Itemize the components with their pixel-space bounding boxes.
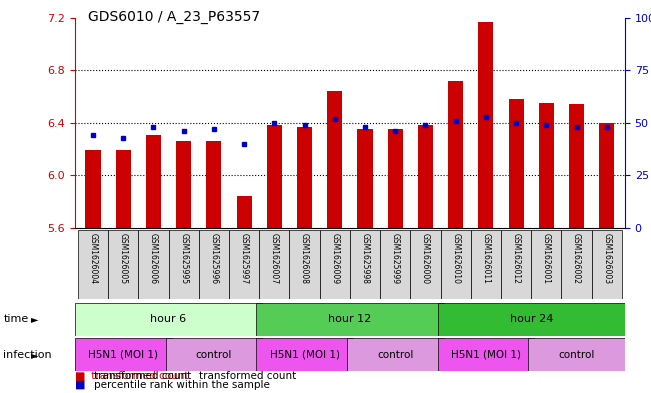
Bar	[357, 129, 372, 228]
Bar	[138, 230, 169, 299]
Text: transformed count: transformed count	[94, 371, 191, 381]
Bar	[478, 22, 493, 228]
Text: control: control	[196, 350, 232, 360]
Text: GSM1626003: GSM1626003	[602, 233, 611, 285]
Text: GSM1626002: GSM1626002	[572, 233, 581, 285]
Text: hour 12: hour 12	[328, 314, 372, 324]
Bar	[75, 303, 262, 336]
Bar	[561, 230, 592, 299]
Bar	[350, 230, 380, 299]
Bar	[531, 230, 561, 299]
Text: GSM1625998: GSM1625998	[361, 233, 370, 285]
Text: percentile rank within the sample: percentile rank within the sample	[94, 380, 270, 390]
Bar	[471, 230, 501, 299]
Text: GSM1626000: GSM1626000	[421, 233, 430, 285]
Text: GSM1626011: GSM1626011	[482, 233, 490, 284]
Text: GSM1625996: GSM1625996	[210, 233, 218, 285]
Text: ■: ■	[75, 371, 85, 381]
Bar	[508, 99, 523, 228]
Bar	[448, 81, 464, 228]
Bar	[206, 141, 221, 228]
Text: GSM1626008: GSM1626008	[300, 233, 309, 285]
Text: infection: infection	[3, 350, 52, 360]
Bar	[528, 338, 625, 371]
Bar	[539, 103, 554, 228]
Bar	[116, 151, 131, 228]
Text: H5N1 (MOI 1): H5N1 (MOI 1)	[451, 350, 521, 360]
Text: ■  transformed count: ■ transformed count	[75, 371, 188, 381]
Bar	[437, 338, 534, 371]
Text: hour 24: hour 24	[510, 314, 553, 324]
Text: GSM1626009: GSM1626009	[330, 233, 339, 285]
Bar	[592, 230, 622, 299]
Bar	[169, 230, 199, 299]
Bar	[78, 230, 108, 299]
Text: GSM1626010: GSM1626010	[451, 233, 460, 285]
Text: transformed count: transformed count	[199, 371, 296, 381]
Bar	[176, 141, 191, 228]
Text: GSM1625997: GSM1625997	[240, 233, 249, 285]
Text: hour 6: hour 6	[150, 314, 187, 324]
Bar	[85, 151, 100, 228]
Bar	[327, 91, 342, 228]
Bar	[199, 230, 229, 299]
Text: GSM1626004: GSM1626004	[89, 233, 98, 285]
Text: GSM1626001: GSM1626001	[542, 233, 551, 285]
Bar	[437, 303, 625, 336]
Text: H5N1 (MOI 1): H5N1 (MOI 1)	[270, 350, 340, 360]
Bar	[75, 338, 172, 371]
Bar	[267, 125, 282, 228]
Bar	[165, 338, 262, 371]
Bar	[410, 230, 441, 299]
Bar	[256, 338, 353, 371]
Bar	[418, 125, 433, 228]
Text: ■: ■	[75, 380, 85, 390]
Text: GSM1625995: GSM1625995	[179, 233, 188, 285]
Text: ►: ►	[31, 314, 39, 324]
Bar	[108, 230, 138, 299]
Text: control: control	[559, 350, 595, 360]
Bar	[600, 123, 615, 228]
Bar	[290, 230, 320, 299]
Bar	[441, 230, 471, 299]
Text: H5N1 (MOI 1): H5N1 (MOI 1)	[89, 350, 158, 360]
Text: ►: ►	[31, 350, 39, 360]
Bar	[229, 230, 259, 299]
Bar	[501, 230, 531, 299]
Bar	[259, 230, 290, 299]
Text: control: control	[377, 350, 413, 360]
Text: GSM1626005: GSM1626005	[118, 233, 128, 285]
Bar	[320, 230, 350, 299]
Text: GDS6010 / A_23_P63557: GDS6010 / A_23_P63557	[88, 10, 260, 24]
Text: GSM1626007: GSM1626007	[270, 233, 279, 285]
Text: GSM1626006: GSM1626006	[149, 233, 158, 285]
Text: GSM1625999: GSM1625999	[391, 233, 400, 285]
Bar	[388, 129, 403, 228]
Bar	[146, 135, 161, 228]
Bar	[569, 105, 584, 228]
Text: time: time	[3, 314, 29, 324]
Bar	[297, 127, 312, 228]
Bar	[236, 196, 252, 228]
Bar	[380, 230, 410, 299]
Bar	[256, 303, 443, 336]
Text: GSM1626012: GSM1626012	[512, 233, 521, 284]
Bar	[347, 338, 443, 371]
